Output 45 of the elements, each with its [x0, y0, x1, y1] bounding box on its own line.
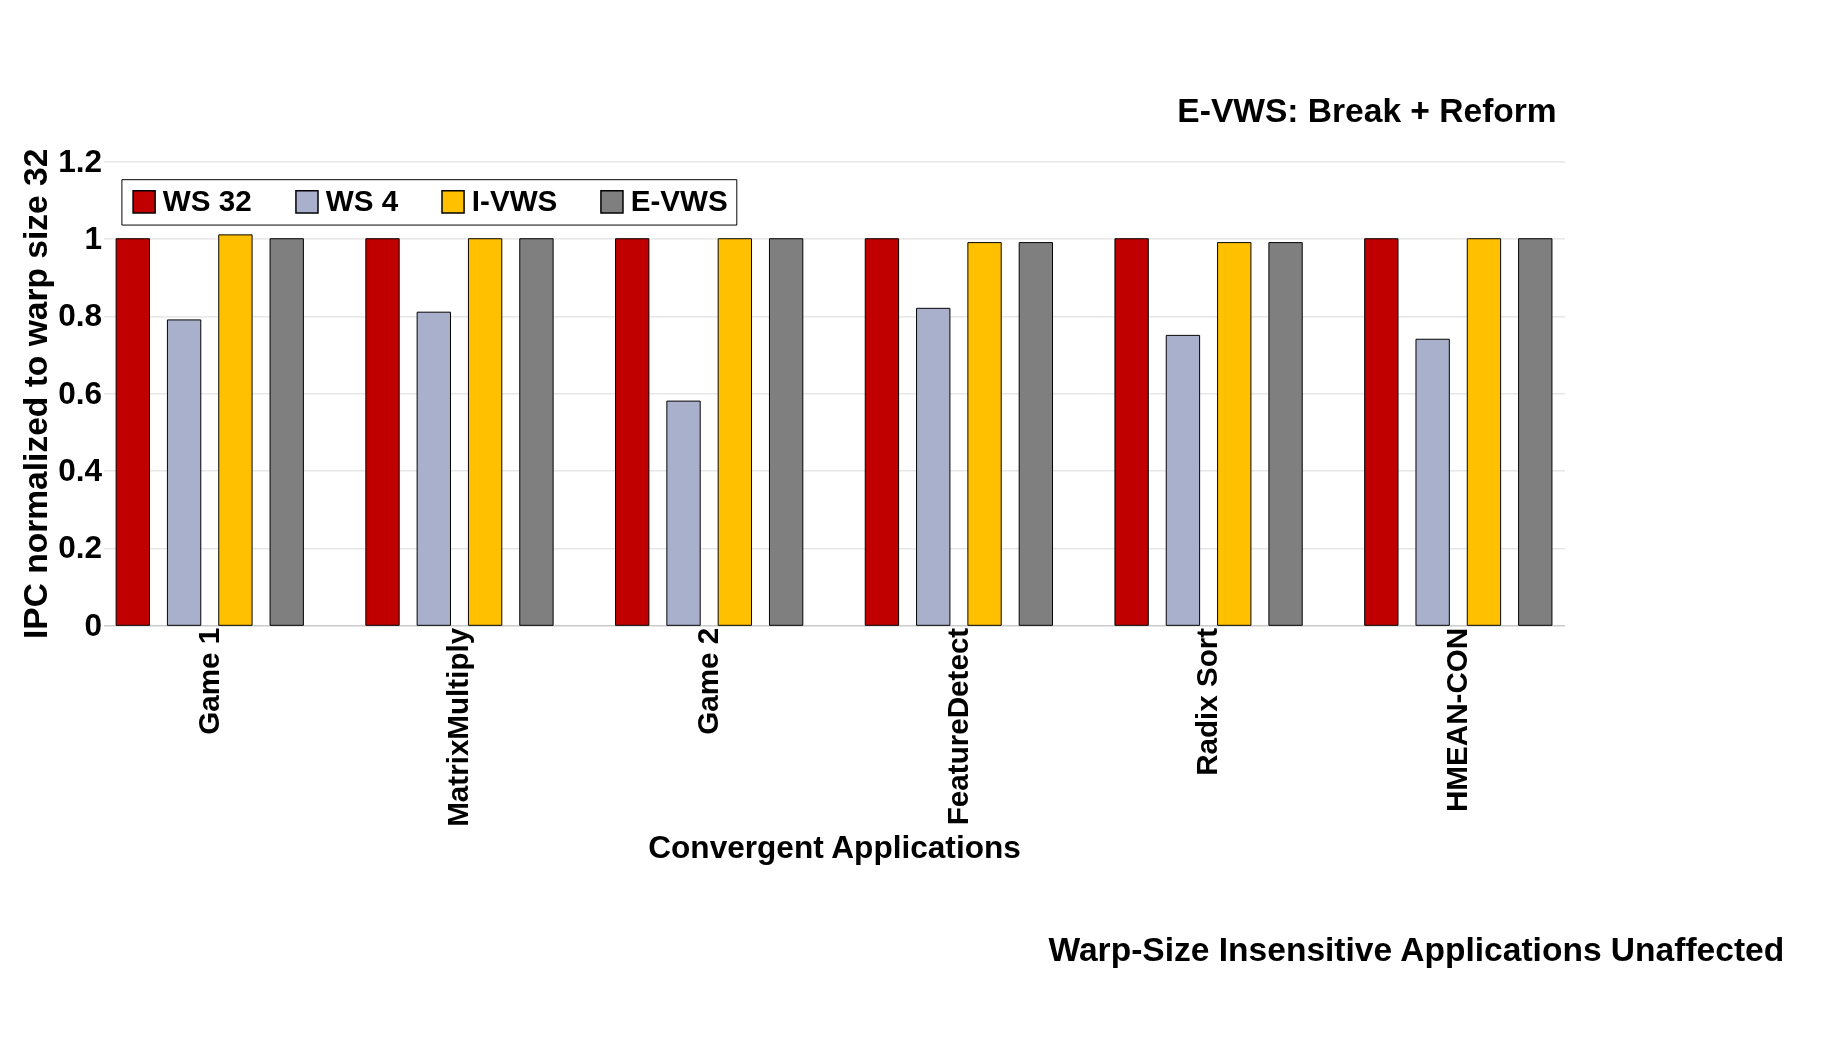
x-tick-label: Game 1: [191, 627, 225, 735]
bar: [768, 238, 804, 626]
y-axis-title: IPC normalized to warp size 32: [17, 148, 55, 639]
bar: [615, 238, 650, 626]
bar: [1415, 338, 1450, 626]
legend-label: E-VWS: [630, 183, 728, 217]
bar: [864, 238, 900, 626]
y-tick-label: 0.6: [58, 374, 103, 411]
y-tick-label: 0.2: [58, 529, 103, 566]
text: E-VWS: Break + Reform: [1177, 91, 1557, 129]
y-tick-label: 0: [84, 606, 103, 643]
bar: [115, 238, 150, 626]
bar: [166, 319, 202, 626]
x-axis-title: Convergent Applications: [648, 828, 1021, 865]
legend-label: WS 4: [325, 183, 399, 217]
bar: [1268, 242, 1303, 626]
x-tick-label: FeatureDetect: [940, 627, 974, 826]
bar: [467, 238, 503, 626]
bar: [519, 238, 554, 626]
legend-label: WS 32: [162, 183, 252, 217]
bar: [1217, 242, 1252, 626]
bar: [666, 400, 701, 626]
bar: [365, 238, 400, 626]
bar: [1466, 238, 1502, 626]
bar: [1114, 238, 1149, 626]
text: Warp-Size Insensitive Applications Unaffected: [1048, 930, 1785, 968]
bar: [1165, 334, 1201, 626]
bar: [1018, 242, 1054, 626]
x-tick-label: MatrixMultiply: [441, 627, 475, 827]
bar: [269, 238, 304, 626]
y-tick-label: 0.4: [58, 452, 103, 489]
x-tick-label: HMEAN-CON: [1440, 627, 1474, 813]
x-tick-label: Radix Sort: [1190, 627, 1224, 776]
bar: [967, 242, 1002, 626]
bar: [218, 234, 253, 626]
bar: [1518, 238, 1553, 626]
x-tick-label: Game 2: [691, 627, 725, 735]
y-tick-label: 1.2: [58, 142, 103, 179]
y-tick-label: 1: [84, 220, 103, 257]
bar: [416, 311, 451, 626]
y-tick-label: 0.8: [58, 297, 103, 334]
bar: [1364, 238, 1399, 626]
bar: [916, 307, 951, 626]
bar: [717, 238, 753, 626]
legend-label: I-VWS: [471, 183, 558, 217]
